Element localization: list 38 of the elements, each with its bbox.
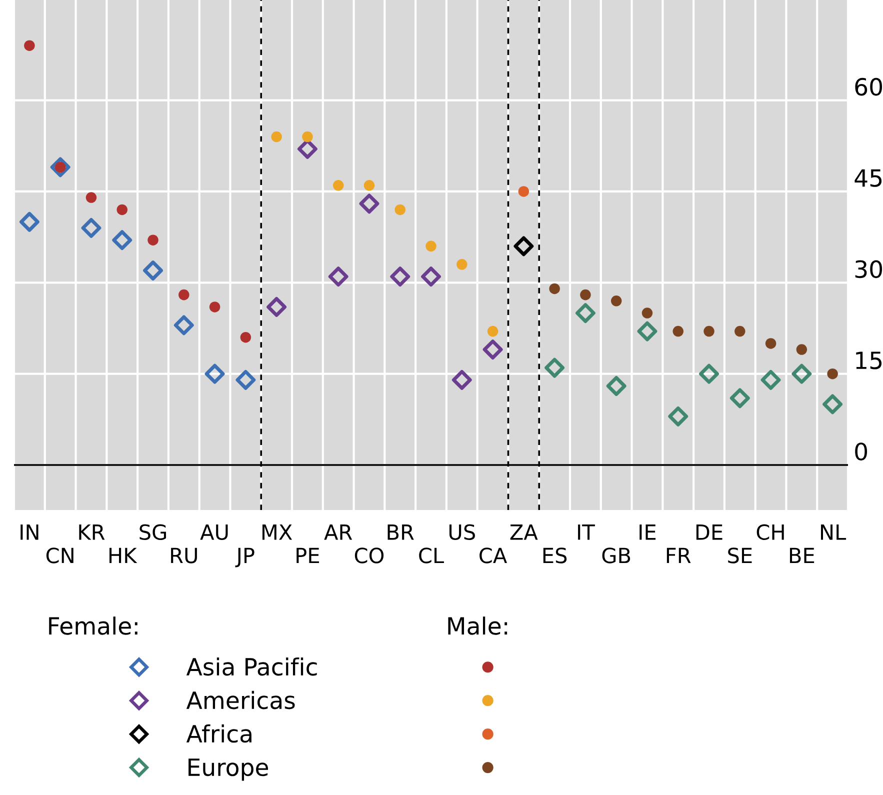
y-tick-label: 30: [855, 260, 882, 278]
x-tick-label: BR: [388, 524, 414, 540]
x-tick-label: JP: [235, 548, 254, 568]
legend-label: Asia Pacific: [186, 657, 317, 676]
x-tick-label: IE: [640, 524, 656, 540]
legend-label: Africa: [186, 724, 252, 743]
x-tick-label: SG: [140, 524, 166, 540]
x-tick-label: RU: [171, 548, 197, 564]
x-tick-label: NL: [821, 524, 846, 540]
x-tick-label: CL: [419, 548, 444, 564]
text: Male:: [448, 616, 508, 635]
x-tick-label: AU: [200, 524, 228, 540]
x-tick-label: GB: [602, 548, 630, 564]
x-tick-label: ZA: [510, 524, 538, 540]
y-tick-label: 0: [855, 442, 868, 460]
x-tick-label: MX: [262, 524, 292, 540]
x-tick-label: SE: [728, 548, 752, 564]
x-tick-label: CH: [756, 524, 784, 540]
x-tick-label: CA: [480, 548, 508, 564]
x-tick-label: IN: [20, 524, 38, 540]
x-tick-label: BE: [790, 548, 814, 564]
x-tick-label: CO: [354, 548, 384, 564]
x-tick-label: DE: [696, 524, 722, 540]
legend-label: Europe: [188, 758, 268, 781]
y-tick-label: 60: [855, 78, 882, 96]
x-tick-label: FR: [666, 548, 691, 564]
x-tick-label: US: [449, 524, 475, 540]
legend-label: Americas: [186, 690, 295, 710]
x-tick-label: KR: [79, 524, 105, 540]
text: Female:: [49, 616, 138, 635]
x-tick-label: AR: [324, 524, 352, 540]
x-tick-label: ES: [543, 548, 567, 564]
x-tick-label: IT: [578, 524, 595, 540]
x-tick-label: PE: [296, 548, 319, 564]
y-tick-label: 15: [856, 352, 882, 370]
y-tick-label: 45: [854, 169, 882, 187]
x-tick-label: CN: [46, 548, 74, 564]
x-tick-label: HK: [109, 548, 138, 564]
